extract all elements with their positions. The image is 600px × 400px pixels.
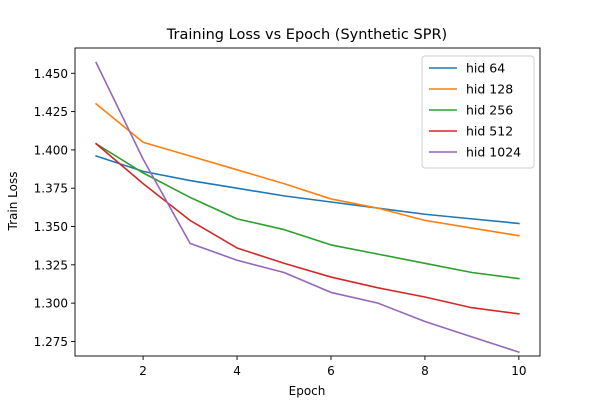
x-tick-label: 4 — [233, 364, 241, 378]
legend-label: hid 1024 — [466, 145, 521, 160]
y-tick-label: 1.275 — [34, 335, 68, 349]
series-line-hid-256 — [95, 142, 520, 280]
chart-title: Training Loss vs Epoch (Synthetic SPR) — [166, 27, 447, 43]
y-tick-label: 1.400 — [34, 143, 68, 157]
y-tick-label: 1.325 — [34, 258, 68, 272]
series-line-hid-128 — [95, 102, 520, 237]
x-axis-label: Epoch — [289, 384, 326, 398]
y-tick-label: 1.300 — [34, 297, 68, 311]
plot-area: 2 4 6 8 10 1.275 1.300 1.325 1.350 1.375 1.400 1.42… — [34, 47, 541, 378]
x-tick-label: 10 — [511, 364, 526, 378]
y-axis-label: Train Loss — [6, 172, 20, 232]
x-tick-label: 6 — [327, 364, 335, 378]
legend-label: hid 256 — [466, 103, 513, 118]
y-tick-label: 1.350 — [34, 220, 68, 234]
y-tick-label: 1.425 — [34, 105, 68, 119]
series-line-hid-1024 — [95, 61, 520, 354]
legend-label: hid 128 — [466, 82, 513, 97]
legend-label: hid 512 — [466, 124, 513, 139]
x-tick-label: 2 — [139, 364, 147, 378]
x-tick-label: 8 — [421, 364, 429, 378]
legend-label: hid 64 — [466, 61, 505, 76]
legend-box — [421, 55, 535, 169]
y-tick-label: 1.450 — [34, 67, 68, 81]
y-tick-label: 1.375 — [34, 182, 68, 196]
axes-frame — [74, 47, 541, 357]
series-line-hid-64 — [95, 155, 520, 225]
